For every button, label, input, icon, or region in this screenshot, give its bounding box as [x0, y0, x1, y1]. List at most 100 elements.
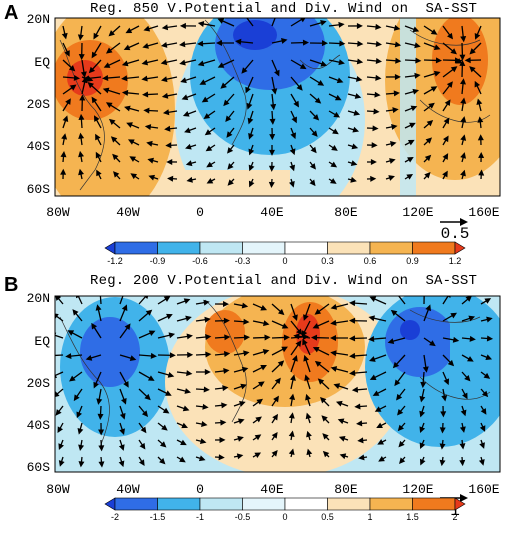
- lat-label: 20S: [27, 376, 51, 391]
- lon-label: 160E: [468, 205, 499, 220]
- wind-arrow-head: [293, 100, 299, 108]
- wind-arrow-head: [339, 40, 346, 47]
- wind-arrow-head: [302, 39, 309, 46]
- wind-arrow-head: [55, 409, 62, 416]
- wind-arrow-head: [220, 82, 227, 89]
- wind-arrow-head: [179, 59, 186, 66]
- wind-arrow-head: [429, 340, 436, 347]
- wind-arrow-head: [330, 319, 337, 326]
- panel-letter: A: [4, 2, 19, 24]
- wind-arrow-head: [374, 91, 381, 98]
- wind-arrow-head: [205, 145, 213, 152]
- wind-arrow-head: [159, 441, 167, 448]
- wind-arrow-head: [78, 54, 85, 61]
- wind-arrow-head: [223, 367, 230, 374]
- wind-arrow-head: [396, 393, 403, 401]
- wind-arrow: [55, 334, 64, 339]
- colorbar-label: 0.6: [364, 256, 377, 266]
- wind-arrow-head: [424, 154, 432, 162]
- wind-arrow-head: [166, 313, 173, 320]
- wind-arrow-head: [410, 105, 418, 112]
- wind-arrow-head: [485, 354, 493, 360]
- lon-axis: 80W 40W 0 40E 80E 120E 160E: [46, 205, 499, 220]
- wind-arrow-head: [148, 174, 156, 181]
- wind-arrow-head: [394, 379, 401, 387]
- colorbar-label: -0.3: [235, 256, 251, 266]
- wind-arrow-head: [129, 156, 137, 162]
- wind-arrow-head: [227, 163, 234, 170]
- wind-arrow-head: [260, 364, 267, 371]
- wind-arrow-head: [296, 328, 303, 336]
- wind-arrow-head: [113, 171, 120, 178]
- wind-arrow-head: [185, 315, 192, 322]
- wind-arrow-head: [268, 165, 275, 172]
- wind-arrow-head: [314, 360, 322, 367]
- panel-a: A Reg. 850 V.Potential and Div. Wind on …: [0, 0, 526, 272]
- wind-arrow-head: [394, 73, 401, 80]
- wind-arrow-head: [425, 304, 431, 312]
- wind-arrow-head: [197, 21, 205, 27]
- wind-arrow-head: [81, 76, 88, 84]
- colorbar-bin: [369, 241, 413, 255]
- wind-arrow-head: [124, 105, 131, 112]
- colorbar-label: 1: [367, 512, 372, 522]
- wind-arrow-head: [430, 28, 438, 35]
- wind-arrow-head: [254, 452, 262, 459]
- wind-arrow-head: [219, 436, 226, 443]
- wind-arrow-head: [269, 118, 276, 125]
- wind-arrow-head: [254, 434, 262, 441]
- wind-arrow-head: [78, 444, 85, 451]
- wind-arrow-head: [460, 116, 467, 123]
- wind-arrow-head: [61, 32, 68, 40]
- wind-arrow-head: [205, 351, 212, 358]
- wind-arrow-head: [419, 458, 426, 466]
- lon-label: 0: [196, 205, 204, 220]
- wind-arrow-head: [145, 309, 153, 316]
- wind-arrow-head: [222, 301, 230, 308]
- wind-arrow-head: [236, 453, 244, 460]
- wind-arrow-head: [486, 316, 493, 323]
- wind-arrow-head: [237, 435, 244, 442]
- wind-arrow-head: [161, 24, 169, 31]
- wind-arrow-head: [330, 161, 338, 168]
- wind-arrow-head: [450, 312, 458, 319]
- wind-arrow-head: [283, 334, 290, 341]
- wind-arrow-head: [430, 86, 438, 92]
- wind-arrow-head: [183, 298, 191, 305]
- wind-arrow-head: [357, 40, 364, 47]
- wind-arrow-head: [248, 148, 255, 156]
- wind-arrow-head: [407, 156, 414, 163]
- wind-arrow-head: [369, 374, 377, 380]
- colorbar-bin: [327, 497, 371, 511]
- wind-arrow-head: [197, 60, 205, 67]
- wind-arrow-head: [98, 429, 105, 436]
- wind-arrow-head: [368, 315, 375, 322]
- wind-arrow-head: [162, 407, 170, 414]
- wind-arrow-head: [349, 352, 356, 359]
- wind-arrow-head: [289, 180, 295, 188]
- wind-arrow-head: [336, 77, 344, 84]
- wind-arrow-head: [376, 422, 383, 428]
- colorbar-bin: [412, 241, 456, 255]
- wind-arrow-head: [306, 448, 313, 456]
- wind-arrow-head: [93, 32, 99, 40]
- wind-arrow-head: [415, 57, 422, 64]
- wind-arrow-head: [93, 115, 100, 122]
- wind-arrow-head: [58, 443, 64, 450]
- wind-arrow-head: [425, 137, 433, 144]
- wind-arrow-head: [95, 304, 102, 311]
- wind-arrow-head: [223, 351, 231, 358]
- reference-vector-label: 0.5: [441, 225, 470, 243]
- wind-arrow-head: [141, 75, 148, 82]
- wind-arrow-head: [306, 430, 312, 438]
- wind-arrow-head: [370, 175, 377, 182]
- colorbar-end: [454, 241, 466, 255]
- wind-arrow-head: [338, 59, 345, 66]
- wind-arrow-head: [322, 433, 329, 440]
- wind-arrow-head: [356, 22, 363, 29]
- wind-arrow-head: [303, 354, 310, 362]
- lat-label: 40S: [27, 139, 51, 154]
- wind-arrow-head: [439, 443, 446, 450]
- wind-arrow-head: [148, 330, 156, 336]
- wind-arrow-head: [143, 25, 151, 32]
